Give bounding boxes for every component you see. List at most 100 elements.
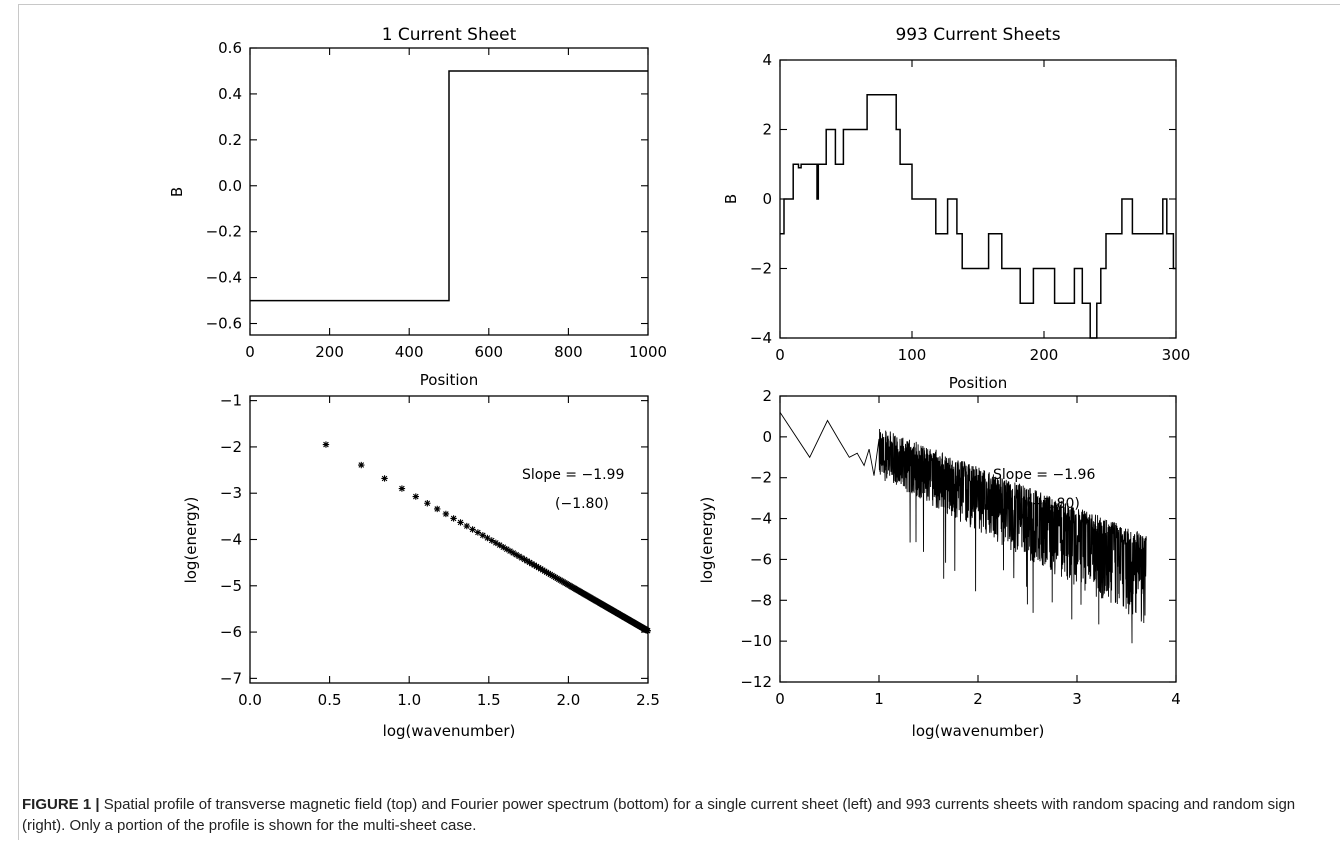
data-point-asterisk xyxy=(322,441,330,448)
plot-box xyxy=(779,59,1177,339)
data-point-asterisk xyxy=(398,485,406,492)
data-point-asterisk xyxy=(515,553,523,560)
x-tick-label: 2 xyxy=(973,690,983,708)
x-tick-label: 300 xyxy=(1162,346,1191,364)
y-tick-label: 0.6 xyxy=(218,39,242,57)
data-point-asterisk xyxy=(442,510,450,518)
axis-ticks: 0.0 0.5 1.0 1.5 2.0 2.5 −1 −2 −3 −4 −5 −6 −7 xyxy=(220,392,660,709)
x-tick-label: 600 xyxy=(474,343,503,361)
y-tick-label: −7 xyxy=(220,669,242,687)
y-tick-label: −0.2 xyxy=(206,223,242,241)
data-point-asterisk xyxy=(518,554,526,562)
y-tick-label: 0.4 xyxy=(218,85,242,103)
y-tick-label: −4 xyxy=(750,510,772,528)
slope-annotation: Slope = −1.99 xyxy=(522,467,624,483)
y-tick-label: 0 xyxy=(762,190,772,208)
plot-box xyxy=(249,395,649,684)
data-point-asterisk xyxy=(457,519,464,526)
x-axis-label: Position xyxy=(420,371,478,389)
y-tick-label: −10 xyxy=(740,632,772,650)
data-point-asterisk xyxy=(537,565,544,573)
data-point-asterisk xyxy=(412,493,419,500)
axis-ticks: 0 1 2 3 4 2 0 −2 −4 −6 −8 −10 −12 xyxy=(740,387,1180,708)
data-marks xyxy=(779,412,1147,644)
data-point-asterisk xyxy=(512,551,520,558)
caption-label: FIGURE 1 | xyxy=(22,796,100,813)
x-tick-label: 800 xyxy=(554,343,583,361)
x-tick-label: 0 xyxy=(775,690,785,708)
slope-reference-annotation: (−1.80) xyxy=(555,496,609,512)
panel-single-sheet-spectrum: log(wavenumber) log(energy) Slope = −1.9… xyxy=(182,392,660,740)
x-tick-label: 1.5 xyxy=(477,691,501,709)
data-point-asterisk xyxy=(381,475,388,482)
data-marks xyxy=(250,70,648,302)
plot-box xyxy=(249,47,649,336)
data-point-asterisk xyxy=(526,559,533,566)
data-point-asterisk xyxy=(479,532,487,539)
y-tick-label: −8 xyxy=(750,591,772,609)
x-tick-label: 0.0 xyxy=(238,691,262,709)
y-tick-label: 0.0 xyxy=(218,177,242,195)
data-point-asterisk xyxy=(541,567,548,575)
caption-text: Spatial profile of transverse magnetic f… xyxy=(22,796,1296,834)
x-axis-label: log(wavenumber) xyxy=(912,722,1045,740)
data-point-asterisk xyxy=(500,543,507,551)
x-tick-label: 200 xyxy=(315,343,344,361)
data-point-asterisk xyxy=(535,564,542,571)
data-point-asterisk xyxy=(450,515,457,522)
panel-multi-sheet-profile: 993 Current Sheets Position B 0 100 200 300… xyxy=(722,25,1190,392)
figure-caption: FIGURE 1 | Spatial profile of transverse… xyxy=(22,794,1312,836)
y-tick-label: 2 xyxy=(762,121,772,139)
panel-title: 1 Current Sheet xyxy=(382,25,517,45)
data-point-asterisk xyxy=(474,529,482,536)
data-point-asterisk xyxy=(488,537,495,544)
figure-frame xyxy=(18,4,1340,840)
axis-ticks: 0 100 200 300 4 2 0 −2 −4 xyxy=(750,51,1190,364)
x-tick-label: 3 xyxy=(1072,690,1082,708)
data-point-asterisk xyxy=(509,549,517,557)
x-tick-label: 1 xyxy=(874,690,884,708)
data-point-asterisk xyxy=(469,526,476,533)
y-tick-label: −0.6 xyxy=(206,315,242,333)
y-tick-label: 4 xyxy=(762,51,772,69)
data-point-asterisk xyxy=(644,627,651,634)
plot-box xyxy=(779,395,1177,683)
slope-annotation: Slope = −1.96 xyxy=(993,467,1095,483)
data-point-asterisk xyxy=(496,541,503,549)
panel-multi-sheet-spectrum: log(wavenumber) log(energy) Slope = −1.9… xyxy=(698,387,1181,740)
axis-ticks: 0 200 400 600 800 1000 0.6 0.4 0.2 0.0 −0.2 −0.4 −0.… xyxy=(206,39,668,361)
x-tick-label: 0 xyxy=(775,346,785,364)
y-axis-label: log(energy) xyxy=(698,497,716,584)
y-axis-label: log(energy) xyxy=(182,497,200,584)
x-tick-label: 400 xyxy=(395,343,424,361)
x-tick-label: 0.5 xyxy=(318,691,342,709)
x-tick-label: 100 xyxy=(898,346,927,364)
y-tick-label: 0.2 xyxy=(218,131,242,149)
x-tick-label: 0 xyxy=(245,343,255,361)
series-line xyxy=(779,412,1147,644)
data-point-asterisk xyxy=(506,547,514,555)
y-tick-label: −3 xyxy=(220,484,242,502)
y-tick-label: −2 xyxy=(750,469,772,487)
data-point-asterisk xyxy=(503,545,510,553)
data-point-asterisk xyxy=(424,500,431,507)
data-point-asterisk xyxy=(492,539,500,547)
data-point-asterisk xyxy=(484,534,491,542)
data-marks xyxy=(780,94,1176,339)
x-tick-label: 1.0 xyxy=(397,691,421,709)
series-line xyxy=(250,70,648,302)
y-tick-label: −6 xyxy=(750,550,772,568)
data-point-asterisk xyxy=(528,560,536,567)
data-point-asterisk xyxy=(463,522,470,530)
panel-single-sheet-profile: 1 Current Sheet Position B 0 200 400 600 800… xyxy=(168,25,667,389)
x-tick-label: 200 xyxy=(1030,346,1059,364)
data-point-asterisk xyxy=(523,557,531,565)
y-tick-label: −2 xyxy=(750,260,772,278)
x-tick-label: 4 xyxy=(1171,690,1181,708)
x-axis-label: log(wavenumber) xyxy=(383,722,516,740)
x-tick-label: 1000 xyxy=(629,343,667,361)
data-point-asterisk xyxy=(521,556,528,563)
x-axis-label: Position xyxy=(949,374,1007,392)
series-line xyxy=(780,94,1176,339)
y-tick-label: −6 xyxy=(220,623,242,641)
